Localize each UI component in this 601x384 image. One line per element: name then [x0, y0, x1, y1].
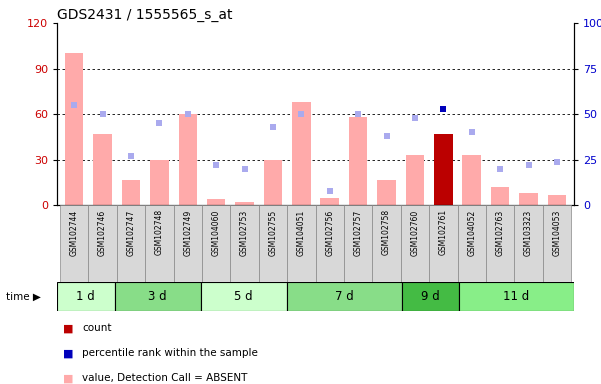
Bar: [174, 205, 202, 282]
Text: GSM104051: GSM104051: [297, 209, 306, 255]
Text: GSM102761: GSM102761: [439, 209, 448, 255]
Bar: [287, 205, 316, 282]
Text: GSM102749: GSM102749: [183, 209, 192, 255]
Text: GSM102756: GSM102756: [325, 209, 334, 255]
Bar: [316, 205, 344, 282]
Text: GSM102763: GSM102763: [496, 209, 505, 255]
Bar: [434, 134, 453, 205]
Text: 9 d: 9 d: [421, 290, 440, 303]
Text: GSM102753: GSM102753: [240, 209, 249, 255]
Bar: [230, 205, 258, 282]
Bar: [292, 102, 311, 205]
Bar: [121, 180, 140, 205]
Bar: [202, 205, 230, 282]
Text: ■: ■: [63, 373, 73, 383]
Bar: [401, 205, 429, 282]
Bar: [406, 155, 424, 205]
Text: GSM102755: GSM102755: [269, 209, 278, 255]
Bar: [60, 205, 88, 282]
Bar: [201, 282, 287, 311]
Text: 3 d: 3 d: [148, 290, 167, 303]
Bar: [287, 282, 401, 311]
Text: ■: ■: [63, 348, 73, 358]
Bar: [320, 198, 339, 205]
Text: GSM104053: GSM104053: [552, 209, 561, 256]
Text: GSM104052: GSM104052: [467, 209, 476, 255]
Bar: [178, 114, 197, 205]
Text: GSM102744: GSM102744: [70, 209, 79, 255]
Bar: [548, 195, 566, 205]
Bar: [457, 205, 486, 282]
Bar: [429, 205, 457, 282]
Bar: [377, 180, 395, 205]
Bar: [373, 205, 401, 282]
Text: 1 d: 1 d: [76, 290, 95, 303]
Bar: [88, 205, 117, 282]
Text: GSM102758: GSM102758: [382, 209, 391, 255]
Bar: [401, 282, 459, 311]
Text: GSM102748: GSM102748: [155, 209, 164, 255]
Text: GSM102747: GSM102747: [126, 209, 135, 255]
Bar: [463, 155, 481, 205]
Bar: [65, 53, 84, 205]
Bar: [115, 282, 201, 311]
Text: GSM102746: GSM102746: [98, 209, 107, 255]
Bar: [258, 205, 287, 282]
Bar: [514, 205, 543, 282]
Bar: [117, 205, 145, 282]
Text: ■: ■: [63, 323, 73, 333]
Bar: [491, 187, 509, 205]
Bar: [145, 205, 174, 282]
Text: GSM102760: GSM102760: [410, 209, 419, 255]
Bar: [459, 282, 574, 311]
Bar: [236, 202, 254, 205]
Text: time ▶: time ▶: [6, 291, 41, 302]
Bar: [349, 117, 367, 205]
Bar: [93, 134, 112, 205]
Text: percentile rank within the sample: percentile rank within the sample: [82, 348, 258, 358]
Text: value, Detection Call = ABSENT: value, Detection Call = ABSENT: [82, 373, 248, 383]
Bar: [519, 193, 538, 205]
Bar: [150, 160, 168, 205]
Bar: [543, 205, 571, 282]
Bar: [344, 205, 373, 282]
Text: 7 d: 7 d: [335, 290, 353, 303]
Text: GDS2431 / 1555565_s_at: GDS2431 / 1555565_s_at: [57, 8, 233, 22]
Text: GSM103323: GSM103323: [524, 209, 533, 255]
Text: GSM104060: GSM104060: [212, 209, 221, 256]
Bar: [486, 205, 514, 282]
Text: GSM102757: GSM102757: [353, 209, 362, 255]
Text: 5 d: 5 d: [234, 290, 253, 303]
Text: count: count: [82, 323, 112, 333]
Bar: [264, 160, 282, 205]
Bar: [207, 199, 225, 205]
Bar: [57, 282, 115, 311]
Text: 11 d: 11 d: [504, 290, 529, 303]
